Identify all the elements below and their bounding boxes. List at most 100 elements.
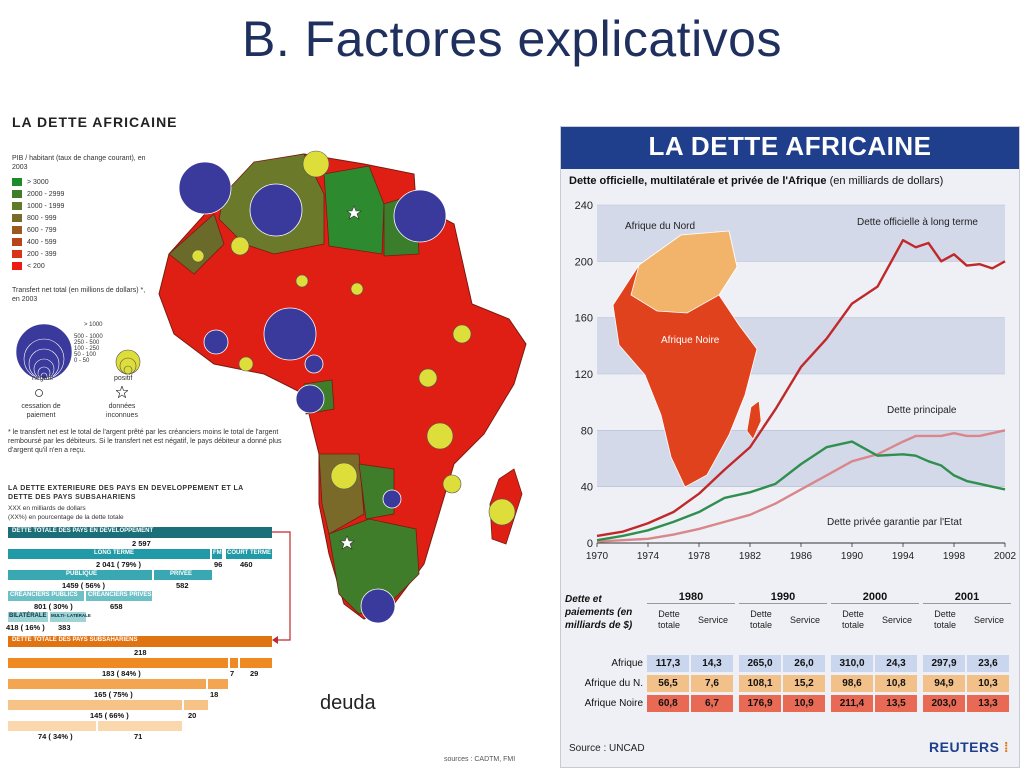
- table-cell: 211,4: [831, 695, 873, 712]
- label-positif: positif: [114, 375, 133, 382]
- series-line-3: [596, 440, 1006, 542]
- ext-debt-title: LA DETTE EXTERIEURE DES PAYS EN DEVELOPP…: [8, 485, 244, 501]
- subsa-r4b-value: 71: [134, 732, 143, 741]
- y-tick-label: 160: [575, 313, 593, 325]
- pvd-creanciers-prives-label: CRÉANCIERS PRIVÉS: [88, 592, 152, 598]
- unknown-star-angola: [339, 535, 355, 550]
- pvd-court-terme-label: COURT TERME: [227, 550, 271, 556]
- subsa-r3b-bar: [184, 700, 208, 710]
- subsa-r4-bar: [8, 721, 96, 731]
- table-cell: 10,8: [875, 675, 917, 692]
- table-year-header: 1990: [739, 591, 827, 604]
- table-col-service: Service: [881, 615, 912, 625]
- pvd-fmi-bar: [212, 549, 222, 559]
- pvd-total-value: 2 597: [132, 539, 151, 548]
- pvd-total-label: DETTE TOTALE DES PAYS EN DEVELOPPEMENT: [12, 528, 154, 534]
- table-cell: 94,9: [923, 675, 965, 692]
- table-cell: 265,0: [739, 655, 781, 672]
- x-tick-label: 2002: [994, 551, 1017, 562]
- table-cell: 108,1: [739, 675, 781, 692]
- pib-swatch: [12, 214, 22, 222]
- pib-class-label: 200 - 399: [27, 250, 57, 258]
- pib-legend-row: 400 - 599: [12, 236, 152, 248]
- transfer-circle-mali: [230, 236, 250, 256]
- pib-swatch: [12, 202, 22, 210]
- y-tick-label: 200: [575, 256, 593, 268]
- transfer-legend-title: Transfert net total (en millions de doll…: [12, 287, 146, 303]
- table-cell: 117,3: [647, 655, 689, 672]
- pib-class-label: > 3000: [27, 178, 49, 186]
- subsa-r1b-value: 7: [230, 669, 235, 678]
- pib-legend-row: 2000 - 2999: [12, 188, 152, 200]
- cessation-icon: [35, 389, 43, 397]
- subsa-r1c-bar: [240, 658, 272, 668]
- pvd-long-terme-bar: [8, 549, 210, 559]
- label-negatif: négatif: [32, 375, 54, 382]
- x-tick-label: 1978: [688, 551, 711, 562]
- y-tick-label: 0: [587, 538, 593, 550]
- pib-swatch: [12, 250, 22, 258]
- pvd-multilaterale-label: MULTI- LATÉRALE: [51, 613, 91, 618]
- transfer-circle-ethiopia: [452, 324, 472, 344]
- transfer-circle-ivory: [203, 329, 229, 355]
- pib-class-label: 400 - 599: [27, 238, 57, 246]
- table-cell: 15,2: [783, 675, 825, 692]
- transfer-class-label: 100 - 250: [74, 346, 100, 352]
- pvd-multilaterale-value: 383: [58, 623, 71, 632]
- africa-base: [158, 153, 527, 620]
- pvd-creanciers-publics-bar: [8, 591, 84, 601]
- right-header-title: LA DETTE AFRICAINE: [648, 131, 932, 161]
- pvd-publique-label: PUBLIQUE: [66, 571, 98, 577]
- transfer-class-label: > 1000: [84, 322, 103, 328]
- link-arrow: [272, 531, 291, 644]
- x-tick-label: 1974: [637, 551, 660, 562]
- pvd-fmi-label: FMI: [213, 550, 224, 556]
- pib-class-label: 600 - 799: [27, 226, 57, 234]
- table-col-service: Service: [973, 615, 1004, 625]
- table-cell: 98,6: [831, 675, 873, 692]
- left-sources: sources : CADTM, FMI: [444, 756, 516, 763]
- transfer-circle-west: [238, 356, 254, 372]
- pib-swatch: [12, 262, 22, 270]
- subsa-r1b-bar: [230, 658, 238, 668]
- right-subtitle: Dette officielle, multilatérale et privé…: [569, 175, 943, 187]
- y-tick-label: 240: [575, 200, 593, 212]
- pvd-multilaterale-bar: [50, 612, 86, 622]
- transfer-circle-kenya: [418, 368, 438, 388]
- table-heading: Dette et paiements (en milliards de $): [565, 594, 633, 631]
- pib-legend-rows: > 3000 2000 - 2999 1000 - 1999 800 - 999 600…: [12, 176, 152, 272]
- transfer-circle-cameroon: [304, 354, 324, 374]
- transfer-class-label: 50 - 100: [74, 352, 97, 358]
- series-line-2: [596, 429, 1006, 543]
- table-cell: 10,9: [783, 695, 825, 712]
- table-cell: 60,8: [647, 695, 689, 712]
- pvd-privee-bar: [154, 570, 212, 580]
- transfer-circle-gabon: [295, 384, 325, 414]
- right-infographic: LA DETTE AFRICAINE Dette officielle, mul…: [560, 126, 1020, 768]
- table-cell: 297,9: [923, 655, 965, 672]
- pvd-court-terme-bar: [226, 549, 272, 559]
- pvd-privee-label: PRIVÉE: [170, 571, 193, 577]
- subsa-r4-value: 74 ( 34% ): [38, 732, 73, 741]
- transfer-circle-tunisia: [302, 150, 330, 178]
- series-label-2: Dette principale: [887, 405, 957, 416]
- right-subtitle-bold: Dette officielle, multilatérale et privé…: [569, 175, 827, 187]
- pib-legend-row: > 3000: [12, 176, 152, 188]
- left-title: LA DETTE AFRICAINE: [12, 114, 178, 130]
- inset-label-nord: Afrique du Nord: [625, 221, 695, 232]
- table-row-label: Afrique: [611, 658, 643, 669]
- subsa-r3-bar: [8, 700, 182, 710]
- table-row-label: Afrique du N.: [584, 678, 643, 689]
- reuters-logo: REUTERS ⁞: [929, 739, 1009, 755]
- right-header-band: LA DETTE AFRICAINE: [561, 127, 1019, 169]
- pib-legend-row: < 200: [12, 260, 152, 272]
- pib-class-label: 1000 - 1999: [27, 202, 65, 210]
- pib-legend-row: 600 - 799: [12, 224, 152, 236]
- pvd-fmi-value: 96: [214, 560, 223, 569]
- table-cell: 203,0: [923, 695, 965, 712]
- table-col-dette: Dette totale: [749, 609, 773, 630]
- transfer-circle-nigeria: [263, 307, 317, 361]
- transfer-circle-zambia: [382, 489, 402, 509]
- transfer-circle-egypt: [393, 189, 447, 243]
- y-tick-label: 120: [575, 369, 593, 381]
